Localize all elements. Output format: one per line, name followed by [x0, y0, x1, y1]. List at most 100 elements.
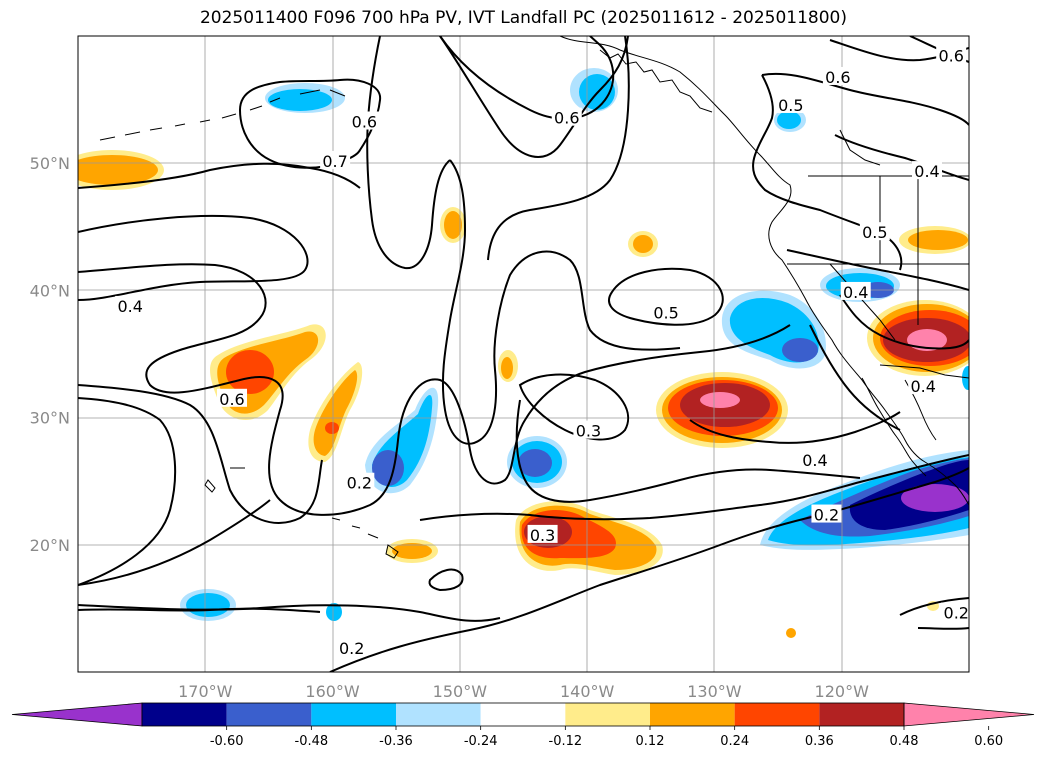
pv-contours [78, 36, 969, 672]
lon-tick-label: 150°W [433, 682, 488, 701]
ivt-shading-layer [78, 68, 969, 638]
lat-tick-label: 40°N [30, 281, 70, 300]
contour-label-bg [859, 222, 890, 241]
shade-red-central-pacific [656, 372, 788, 448]
lat-tick-label: 20°N [30, 536, 70, 555]
contour-label: 0.2 [944, 603, 969, 622]
contour-label-bg [908, 376, 939, 395]
contour-label: 0.6 [352, 112, 377, 131]
plot-area: 0.7 0.6 0.6 0.6 0.4 0.2 0.2 0.2 0.3 0.3 0.5 0.5 0.5 0… [38, 36, 969, 672]
shade-orange-diagonal [308, 362, 363, 462]
colorbar-tick-label: 0.24 [720, 734, 749, 749]
shade-blue-north-hawaii [365, 387, 439, 494]
contour-label-bg [349, 111, 380, 130]
contour-label: 0.4 [914, 162, 939, 181]
shade-orange-tiny [498, 350, 518, 382]
shade-red-southwest [867, 300, 969, 376]
shade-orange-small-2 [628, 231, 658, 257]
lon-tick-label: 140°W [560, 682, 615, 701]
colorbar-tick-label: -0.60 [210, 734, 244, 749]
colorbar-extend-low [11, 702, 143, 727]
contour-label: 0.2 [339, 639, 364, 658]
contour-label-bg [217, 388, 248, 407]
colorbar-tick-label: 0.48 [890, 734, 919, 749]
contour-label: 0.6 [554, 109, 579, 128]
colorbar-segment [650, 703, 735, 726]
shade-orange-small-1 [440, 207, 466, 243]
contour-label: 0.4 [802, 451, 827, 470]
contour-label: 0.3 [576, 422, 601, 441]
colorbar-segment [396, 703, 481, 726]
colorbar-tick-label: -0.12 [549, 734, 583, 749]
map-title: 2025011400 F096 700 hPa PV, IVT Landfall… [199, 8, 847, 28]
colorbar-tick-label: 0.60 [974, 734, 1003, 749]
contour-label: 0.5 [778, 96, 803, 115]
colorbar-segment [819, 703, 904, 726]
contour-label-bg [799, 449, 830, 468]
shade-blue-offshore-ca [721, 290, 826, 369]
lon-tick-label: 120°W [815, 682, 870, 701]
contour-label: 0.6 [219, 390, 244, 409]
lat-tick-labels: 20°N 30°N 40°N 50°N [30, 154, 70, 555]
contour-label: 0.4 [843, 283, 868, 302]
contour-label-bg [320, 150, 351, 169]
contour-label: 0.7 [322, 152, 347, 171]
contour-label-bg [775, 94, 806, 113]
contour-label: 0.6 [825, 68, 850, 87]
colorbar-frame [141, 702, 905, 727]
colorbar-segment [480, 703, 566, 726]
contour-label-bg [336, 638, 367, 657]
contour-label-bg [811, 504, 842, 523]
plot-frame [77, 35, 970, 673]
colorbar: -0.60 -0.48 -0.36 -0.24 -0.12 0.12 0.24 0.36 0.4… [11, 702, 1035, 749]
shade-orange-nw [78, 150, 164, 190]
contour-label-bg [573, 420, 604, 439]
contour-label-bg [527, 524, 558, 543]
contour-label: 0.3 [530, 526, 555, 545]
contour-label: 0.5 [862, 223, 887, 242]
contour-label: 0.6 [938, 46, 963, 65]
colorbar-tick-label: 0.36 [805, 734, 834, 749]
contour-label-bg [936, 45, 967, 64]
colorbar-tick-label: -0.48 [295, 734, 329, 749]
colorbar-tick-label: -0.36 [379, 734, 413, 749]
shade-orange-nevada [899, 226, 969, 254]
shade-orange-hawaii [386, 539, 438, 563]
contour-label: 0.4 [117, 297, 142, 316]
colorbar-tick-label: -0.24 [464, 734, 498, 749]
contour-label-bg [651, 302, 682, 321]
lat-tick-label: 30°N [30, 409, 70, 428]
contour-label-bg [840, 281, 871, 300]
lat-tick-label: 50°N [30, 154, 70, 173]
colorbar-segment [142, 703, 227, 726]
gridlines [78, 36, 969, 672]
shade-red-subtropical [515, 501, 663, 575]
shade-blue-aleutian [265, 83, 345, 113]
contour-label-bg [911, 161, 942, 180]
contour-label-layer: 0.7 0.6 0.6 0.6 0.4 0.2 0.2 0.2 0.3 0.3 0.5 0.5 0.5 0… [38, 45, 969, 658]
colorbar-segment [311, 703, 396, 726]
contour-label: 0.4 [910, 377, 935, 396]
shade-orange-tiny-south [786, 601, 939, 638]
colorbar-segment [734, 703, 820, 726]
contour-label-bg [941, 602, 969, 621]
contour-label-bg [344, 472, 375, 491]
contour-label-bg [551, 107, 582, 126]
colorbar-segment [226, 703, 312, 726]
shade-blue-bc [774, 108, 806, 132]
coastlines [99, 36, 969, 559]
lon-tick-label: 160°W [305, 682, 360, 701]
colorbar-extend-high [903, 702, 1035, 727]
contour-label-bg [822, 66, 853, 85]
lon-tick-label: 130°W [687, 682, 742, 701]
contour-label: 0.2 [814, 506, 839, 525]
colorbar-tick-label: 0.12 [636, 734, 665, 749]
colorbar-segment [565, 703, 650, 726]
contour-label: 0.5 [653, 303, 678, 322]
contour-label: 0.2 [347, 474, 372, 493]
contour-label-bg [115, 295, 146, 314]
shade-blue-west-subtropical [180, 589, 236, 621]
shade-blue-tiny-south [326, 603, 342, 621]
contour-label-bg [38, 519, 68, 537]
